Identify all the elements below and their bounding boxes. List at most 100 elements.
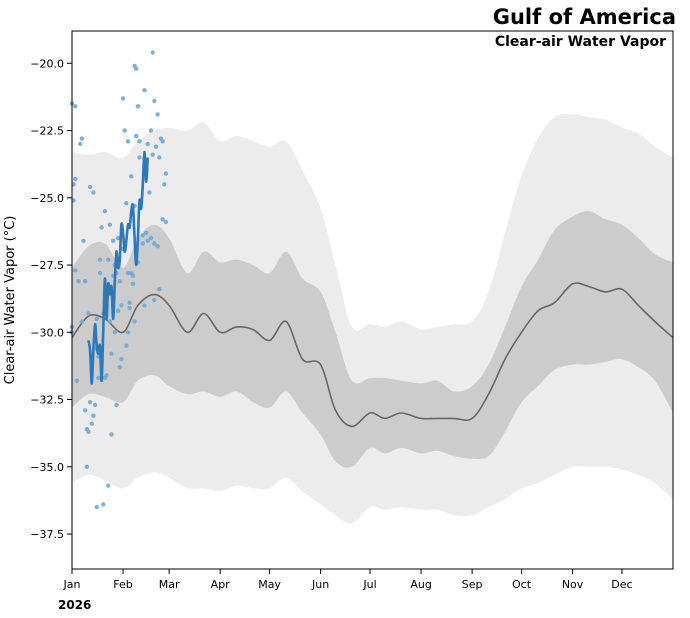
observation-point bbox=[143, 230, 149, 235]
observation-point bbox=[101, 502, 106, 507]
y-tick-label: −32.5 bbox=[30, 394, 64, 407]
observation-point bbox=[83, 408, 88, 413]
year-label: 2026 bbox=[58, 598, 91, 612]
x-tick-label: Nov bbox=[562, 578, 584, 591]
current-year-line bbox=[87, 150, 149, 385]
observation-point bbox=[153, 144, 159, 149]
y-tick-label: −30.0 bbox=[30, 326, 64, 339]
observation-point bbox=[87, 184, 93, 190]
observation-point bbox=[84, 464, 90, 469]
observation-point bbox=[127, 305, 132, 311]
observation-point bbox=[81, 238, 86, 243]
observation-point bbox=[111, 238, 116, 243]
observation-point bbox=[160, 139, 165, 144]
observation-point bbox=[147, 190, 152, 195]
observation-point bbox=[99, 225, 104, 230]
observation-point bbox=[162, 182, 167, 187]
x-tick-label: May bbox=[258, 578, 281, 591]
y-axis: −20.0 −22.5 −25.0 −27.5 −30.0 −32.5 −35.0 −37.5 bbox=[30, 57, 72, 541]
observation-point bbox=[134, 66, 139, 71]
percentile-5-95-band bbox=[72, 114, 673, 524]
observation-point bbox=[78, 141, 83, 147]
x-tick-label: Apr bbox=[211, 578, 231, 591]
observation-point bbox=[152, 241, 157, 246]
observation-point bbox=[76, 279, 81, 284]
x-tick-label: Aug bbox=[410, 578, 431, 591]
observation-point bbox=[83, 279, 88, 284]
observation-point bbox=[114, 402, 119, 408]
observation-point bbox=[145, 141, 150, 147]
observation-point bbox=[92, 402, 98, 408]
chart-title: Gulf of America bbox=[493, 5, 676, 29]
observation-point bbox=[102, 209, 108, 214]
y-tick-label: −37.5 bbox=[30, 528, 64, 541]
observation-point bbox=[120, 96, 126, 101]
observation-point bbox=[109, 432, 114, 437]
observation-point bbox=[96, 375, 101, 381]
observation-point bbox=[155, 112, 160, 117]
observation-point bbox=[152, 98, 157, 104]
observation-point bbox=[84, 426, 90, 432]
observation-point bbox=[163, 219, 169, 225]
x-tick-label: Sep bbox=[462, 578, 483, 591]
x-tick-label: Dec bbox=[611, 578, 632, 591]
observation-point bbox=[87, 400, 93, 405]
observation-point bbox=[124, 201, 129, 206]
x-tick-label: Jan bbox=[63, 578, 81, 591]
observation-point bbox=[109, 351, 114, 356]
observation-point bbox=[89, 421, 95, 426]
observation-point bbox=[86, 311, 91, 316]
observation-point bbox=[137, 139, 142, 144]
observation-point bbox=[125, 270, 131, 276]
observation-point bbox=[97, 270, 103, 276]
y-axis-label: Clear-air Water Vapor (°C) bbox=[3, 216, 18, 385]
y-tick-label: −22.5 bbox=[30, 125, 64, 138]
y-tick-label: −35.0 bbox=[30, 461, 64, 474]
observation-point bbox=[106, 257, 111, 262]
observation-point bbox=[155, 244, 160, 249]
observation-point bbox=[142, 303, 147, 308]
observation-point bbox=[130, 273, 136, 278]
observation-point bbox=[132, 319, 137, 324]
observation-point bbox=[145, 238, 150, 243]
x-tick-label: Oct bbox=[512, 578, 532, 591]
observation-point bbox=[134, 133, 139, 139]
observation-point bbox=[140, 233, 145, 238]
observation-point bbox=[152, 297, 157, 303]
observation-point bbox=[135, 104, 141, 109]
observation-point bbox=[157, 155, 162, 160]
observation-point bbox=[115, 308, 121, 313]
observation-point bbox=[122, 128, 127, 133]
observation-point bbox=[117, 365, 123, 370]
observation-point bbox=[150, 152, 155, 157]
observation-point bbox=[115, 235, 121, 241]
observation-point bbox=[112, 330, 118, 335]
observation-point bbox=[73, 176, 78, 182]
observation-point bbox=[125, 139, 131, 144]
chart-subtitle: Clear-air Water Vapor bbox=[495, 34, 666, 50]
x-axis: Jan Feb Mar Apr May Jun Jul Aug Sep Oct Nov Dec bbox=[63, 569, 633, 591]
observation-point bbox=[157, 287, 162, 292]
x-tick-label: Mar bbox=[159, 578, 180, 591]
observation-point bbox=[91, 190, 96, 195]
observation-point bbox=[125, 330, 131, 335]
x-tick-label: Jul bbox=[362, 578, 376, 591]
percentile-25-75-band bbox=[72, 211, 673, 468]
observation-point bbox=[150, 50, 155, 55]
observation-point bbox=[160, 217, 165, 222]
plot-area bbox=[69, 50, 674, 524]
median-line bbox=[71, 282, 674, 428]
observation-point bbox=[94, 316, 99, 321]
observation-point bbox=[163, 171, 169, 176]
y-tick-label: −25.0 bbox=[30, 192, 64, 205]
observation-point bbox=[106, 483, 111, 488]
observation-point bbox=[97, 257, 103, 262]
observation-point bbox=[142, 88, 147, 93]
observation-points bbox=[69, 50, 169, 510]
observation-point bbox=[73, 268, 78, 273]
observation-point bbox=[148, 128, 154, 133]
observation-point bbox=[148, 235, 154, 241]
observation-point bbox=[137, 155, 142, 160]
observation-point bbox=[119, 357, 124, 362]
